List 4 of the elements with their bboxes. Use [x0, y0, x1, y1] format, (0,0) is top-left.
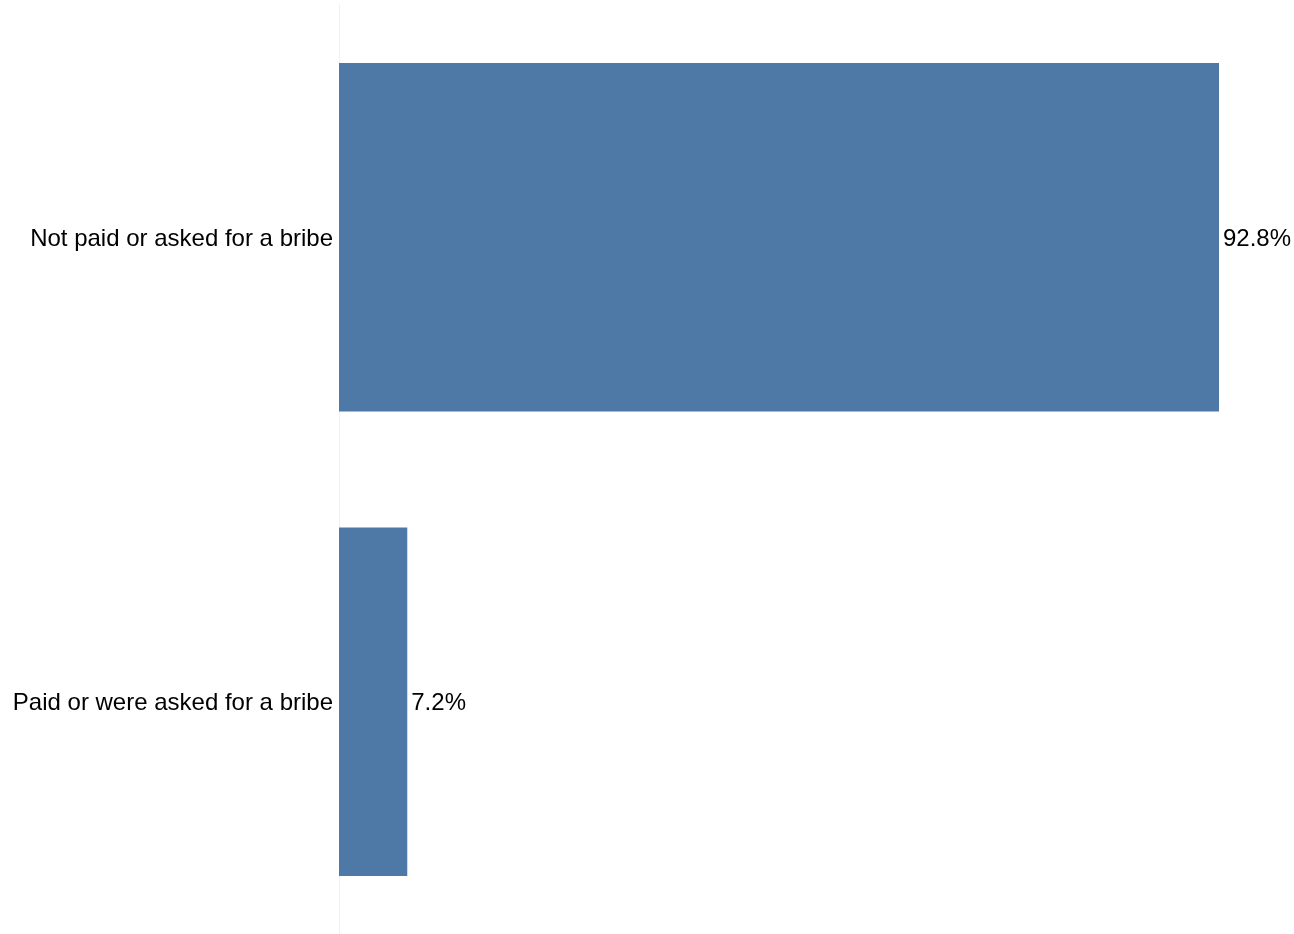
y-tick-label: Paid or were asked for a bribe — [12, 688, 333, 716]
data-label: 7.2% — [411, 688, 466, 716]
data-label: 92.8% — [1223, 223, 1292, 251]
y-tick-label: Not paid or asked for a bribe — [30, 223, 333, 251]
